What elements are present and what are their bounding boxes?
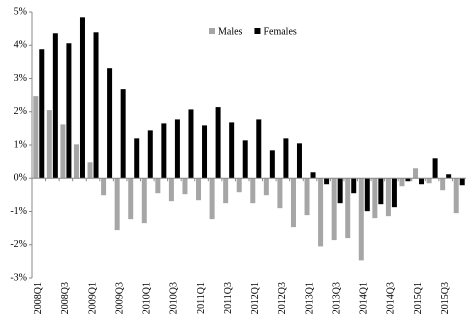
bar (459, 178, 465, 186)
bar (182, 178, 188, 195)
bar (296, 143, 302, 179)
bar (120, 89, 126, 179)
bar (229, 122, 235, 179)
bar (426, 178, 432, 184)
bar (87, 162, 93, 179)
x-tick-label: 2008Q3 (60, 282, 71, 314)
y-tick-label: 0% (14, 173, 27, 184)
bar (147, 130, 153, 179)
x-tick-label: 2015Q1 (413, 282, 424, 314)
bar (345, 178, 351, 239)
x-tick-label: 2012Q3 (277, 282, 288, 314)
x-tick-label: 2011Q1 (196, 282, 207, 314)
bar (304, 178, 310, 216)
bar (209, 178, 215, 220)
bar (155, 178, 161, 194)
bar (250, 178, 256, 204)
x-tick-label: 2013Q3 (331, 282, 342, 314)
bar (358, 178, 364, 261)
bar (446, 174, 452, 179)
x-tick-label: 2010Q3 (169, 282, 180, 314)
y-tick-label: 1% (14, 139, 27, 150)
bar (134, 138, 140, 179)
bar (46, 110, 52, 179)
bar (196, 178, 202, 201)
bar (432, 158, 438, 179)
bar (73, 144, 79, 179)
x-tick-label: 2015Q3 (440, 282, 451, 314)
legend-swatch (254, 28, 261, 34)
bar (391, 178, 397, 208)
bar (337, 178, 343, 204)
bar (269, 150, 275, 179)
bar (399, 178, 405, 187)
bar (101, 178, 107, 196)
bar (79, 17, 85, 179)
bar (290, 178, 296, 228)
legend-label: Females (263, 26, 296, 37)
bar (93, 32, 99, 179)
y-tick-label: -2% (10, 239, 27, 250)
bar (364, 178, 370, 212)
x-tick-label: 2009Q3 (114, 282, 125, 314)
y-tick-label: 4% (14, 40, 27, 51)
bar (277, 178, 283, 209)
x-tick-label: 2008Q1 (33, 282, 44, 314)
bar (405, 178, 411, 182)
x-tick-label: 2014Q3 (386, 282, 397, 314)
bar (66, 43, 72, 179)
bar (242, 140, 248, 179)
y-tick-label: -1% (10, 206, 27, 217)
bar (107, 68, 113, 179)
bar (39, 49, 45, 179)
x-tick-label: 2011Q3 (223, 282, 234, 314)
legend-swatch (209, 28, 215, 34)
bar (263, 178, 269, 196)
bar (141, 178, 147, 224)
bar (60, 124, 66, 179)
y-tick-label: 3% (14, 73, 27, 84)
bar (236, 178, 242, 193)
bar (215, 107, 221, 179)
bar (351, 178, 357, 194)
bar (419, 178, 425, 185)
x-tick-label: 2009Q1 (87, 282, 98, 314)
legend-label: Males (218, 26, 243, 37)
x-tick-label: 2013Q1 (304, 282, 315, 314)
bar (202, 125, 208, 179)
y-tick-label: 5% (14, 6, 27, 17)
bar (453, 178, 459, 214)
y-tick-label: 2% (14, 106, 27, 117)
bar (223, 178, 229, 204)
x-tick-label: 2010Q1 (142, 282, 153, 314)
bar (372, 178, 378, 219)
y-tick-label: -3% (10, 272, 27, 283)
x-tick-label: 2014Q1 (359, 282, 370, 314)
bar (283, 138, 289, 179)
bar (331, 178, 337, 241)
bar (413, 168, 419, 179)
bar (378, 178, 384, 205)
bar (114, 178, 120, 231)
bar (33, 96, 39, 179)
bar (128, 178, 134, 220)
bar (440, 178, 446, 191)
bar (52, 33, 58, 179)
bar (161, 123, 167, 179)
bar (310, 172, 316, 179)
bar (324, 178, 330, 185)
bar (188, 109, 194, 179)
bar (168, 178, 174, 202)
bar (256, 119, 262, 179)
bar (174, 119, 180, 179)
x-tick-label: 2012Q1 (250, 282, 261, 314)
bar (385, 178, 391, 217)
bar (318, 178, 324, 247)
